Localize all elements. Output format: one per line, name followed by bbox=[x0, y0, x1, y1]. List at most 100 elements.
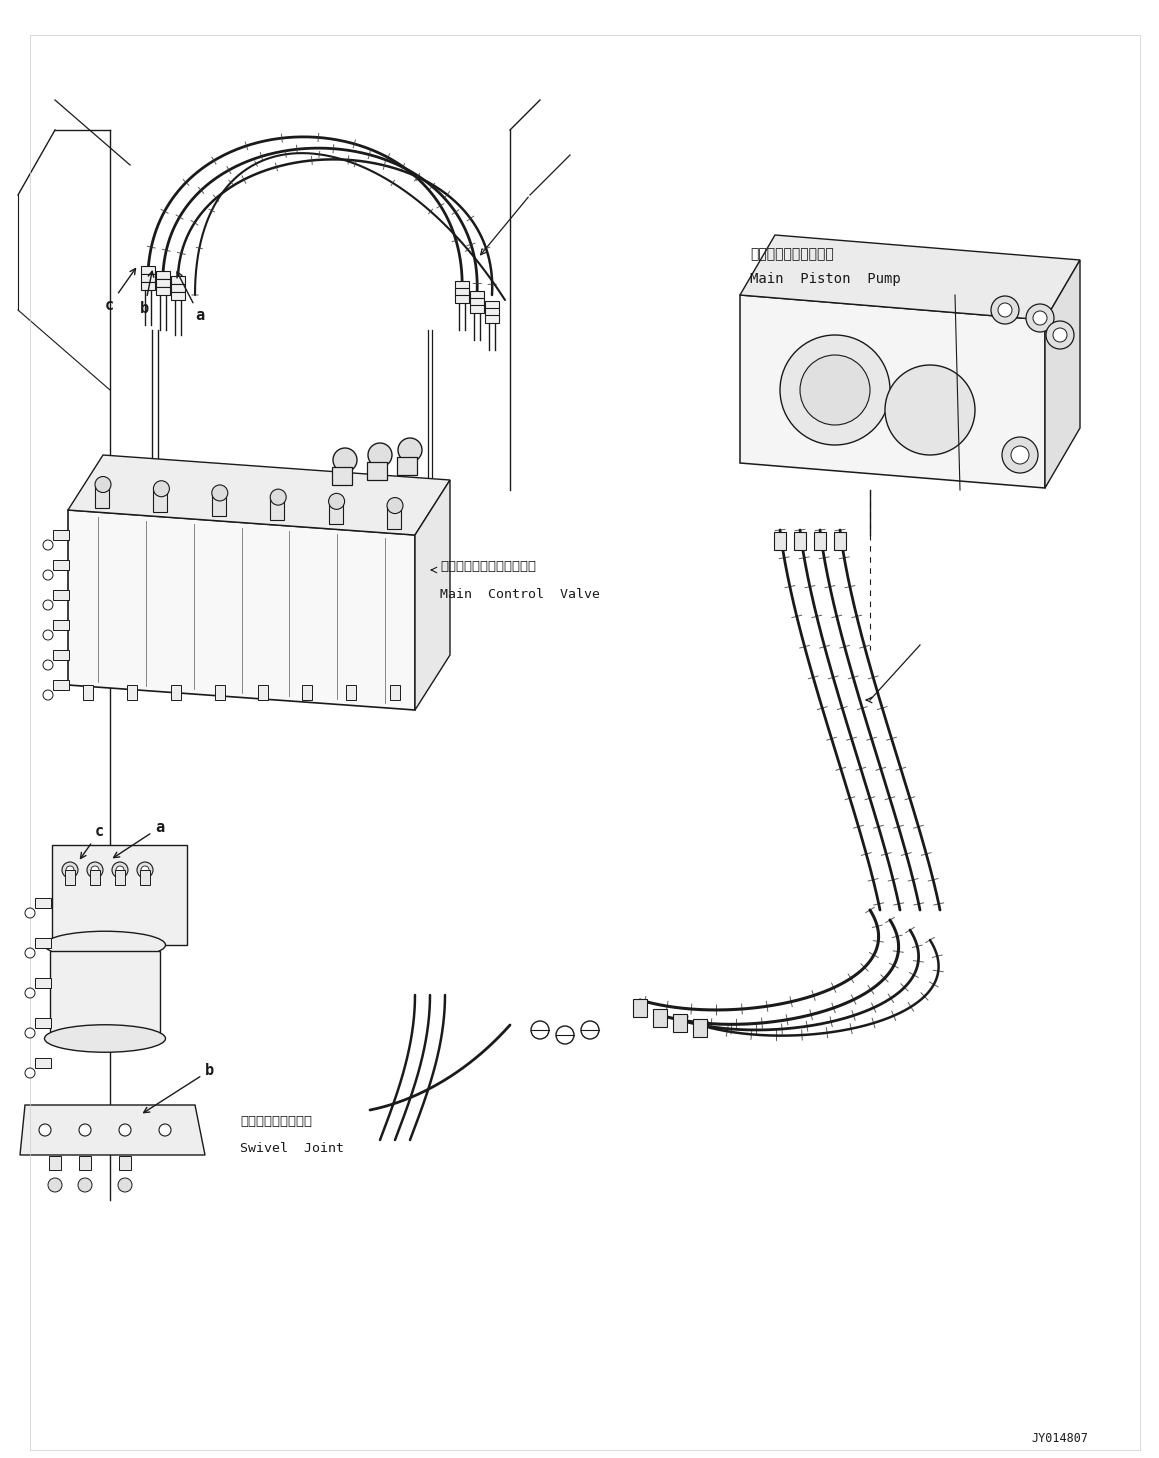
Text: Main  Piston  Pump: Main Piston Pump bbox=[750, 273, 901, 286]
Circle shape bbox=[48, 1178, 61, 1193]
Circle shape bbox=[1011, 446, 1029, 464]
Bar bbox=[153, 490, 167, 512]
Text: c: c bbox=[105, 268, 136, 313]
Bar bbox=[35, 898, 51, 908]
Circle shape bbox=[556, 1026, 574, 1044]
Circle shape bbox=[25, 1028, 35, 1038]
Bar bbox=[814, 532, 826, 550]
Bar bbox=[471, 297, 484, 306]
Bar bbox=[471, 292, 484, 299]
Circle shape bbox=[998, 303, 1012, 316]
Bar bbox=[484, 300, 500, 309]
Bar bbox=[49, 1156, 61, 1169]
Circle shape bbox=[212, 486, 228, 502]
Bar bbox=[693, 1019, 707, 1037]
Circle shape bbox=[61, 862, 78, 878]
Bar bbox=[141, 265, 155, 274]
Bar bbox=[50, 951, 160, 1038]
Bar bbox=[389, 685, 400, 700]
Bar bbox=[471, 305, 484, 313]
Text: Main  Control  Valve: Main Control Valve bbox=[440, 588, 600, 601]
Circle shape bbox=[78, 1178, 92, 1193]
Circle shape bbox=[991, 296, 1019, 324]
Circle shape bbox=[1054, 328, 1067, 343]
Circle shape bbox=[780, 335, 890, 445]
Polygon shape bbox=[415, 480, 450, 710]
Circle shape bbox=[87, 862, 103, 878]
Text: b: b bbox=[140, 271, 154, 316]
Bar bbox=[35, 1018, 51, 1028]
Circle shape bbox=[39, 1124, 51, 1136]
Ellipse shape bbox=[44, 1025, 166, 1053]
Bar bbox=[673, 1013, 687, 1032]
Circle shape bbox=[885, 364, 975, 455]
Circle shape bbox=[119, 1124, 131, 1136]
Bar bbox=[53, 679, 70, 690]
Bar bbox=[834, 532, 846, 550]
Bar bbox=[95, 486, 109, 507]
Bar bbox=[455, 295, 469, 303]
Circle shape bbox=[116, 866, 124, 873]
Text: a: a bbox=[177, 271, 204, 324]
Circle shape bbox=[25, 908, 35, 919]
Bar bbox=[258, 685, 269, 700]
Bar bbox=[172, 276, 185, 284]
Circle shape bbox=[1003, 437, 1038, 472]
Bar bbox=[53, 531, 70, 539]
Circle shape bbox=[141, 866, 150, 873]
Circle shape bbox=[43, 690, 53, 700]
Bar bbox=[329, 503, 343, 525]
Circle shape bbox=[25, 989, 35, 997]
Bar bbox=[140, 870, 150, 885]
Bar bbox=[126, 685, 137, 700]
Bar bbox=[53, 650, 70, 660]
Circle shape bbox=[79, 1124, 92, 1136]
Circle shape bbox=[118, 1178, 132, 1193]
Circle shape bbox=[43, 601, 53, 609]
Circle shape bbox=[66, 866, 74, 873]
Circle shape bbox=[43, 570, 53, 580]
Bar bbox=[141, 274, 155, 281]
Circle shape bbox=[1033, 311, 1047, 325]
Text: Swivel  Joint: Swivel Joint bbox=[240, 1142, 344, 1155]
Bar bbox=[214, 685, 225, 700]
Bar bbox=[90, 870, 100, 885]
Polygon shape bbox=[739, 295, 1045, 488]
Bar bbox=[172, 284, 185, 292]
Bar bbox=[156, 271, 170, 278]
Bar bbox=[794, 532, 806, 550]
Circle shape bbox=[1026, 305, 1054, 332]
Bar bbox=[115, 870, 125, 885]
Ellipse shape bbox=[44, 932, 166, 959]
Bar bbox=[387, 506, 401, 529]
Circle shape bbox=[270, 488, 286, 504]
Bar bbox=[331, 467, 352, 486]
Polygon shape bbox=[1045, 260, 1080, 488]
Bar bbox=[212, 494, 226, 516]
Polygon shape bbox=[68, 510, 415, 710]
Text: b: b bbox=[144, 1063, 214, 1112]
Bar bbox=[270, 499, 284, 521]
Bar bbox=[53, 620, 70, 630]
Text: c: c bbox=[80, 824, 104, 859]
Circle shape bbox=[329, 493, 344, 509]
Circle shape bbox=[137, 862, 153, 878]
Bar bbox=[484, 308, 500, 316]
Bar bbox=[65, 870, 75, 885]
Circle shape bbox=[398, 437, 422, 462]
Circle shape bbox=[43, 630, 53, 640]
Polygon shape bbox=[52, 846, 187, 945]
Circle shape bbox=[800, 354, 870, 424]
Circle shape bbox=[581, 1021, 599, 1040]
Text: a: a bbox=[114, 819, 165, 857]
Bar bbox=[83, 685, 93, 700]
Circle shape bbox=[387, 497, 403, 513]
Bar bbox=[170, 685, 181, 700]
Bar bbox=[53, 560, 70, 570]
Bar bbox=[156, 287, 170, 295]
Bar bbox=[156, 278, 170, 287]
Circle shape bbox=[333, 448, 357, 472]
Bar bbox=[35, 1059, 51, 1069]
Bar bbox=[119, 1156, 131, 1169]
Bar bbox=[653, 1009, 666, 1026]
